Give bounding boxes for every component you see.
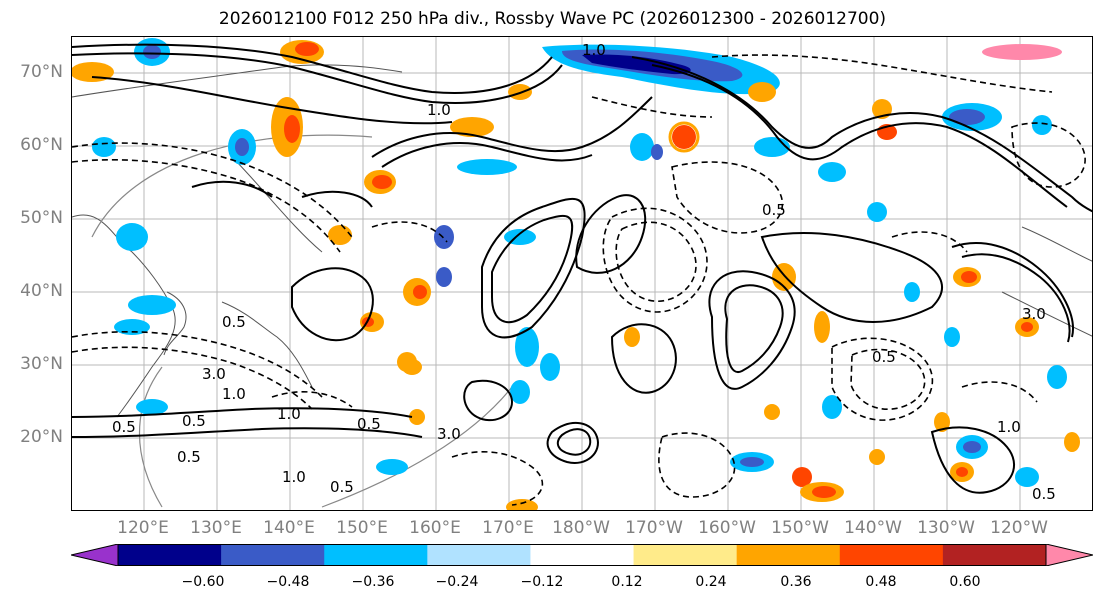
colorbar-segment	[942, 544, 1047, 566]
contour-label: 3.0	[202, 365, 226, 383]
colorbar-tick: −0.60	[181, 574, 225, 590]
map-title: 2026012100 F012 250 hPa div., Rossby Wav…	[218, 9, 887, 29]
negative-divergence-shading	[92, 38, 1067, 487]
contour-labels: 1.0 0.5 3.0 0.5 1.0 0.5 1.0 0.5 3.0 0.5 …	[112, 41, 1056, 503]
coastlines	[72, 64, 1092, 418]
contour-label: 1.0	[282, 468, 306, 486]
lon-label-170e: 170°E	[482, 518, 534, 538]
colorbar-tick: 0.60	[949, 574, 981, 590]
lon-label-120e: 120°E	[117, 518, 169, 538]
lon-label-130e: 130°E	[190, 518, 242, 538]
contour-label: 1.0	[222, 385, 246, 403]
contour-label: 0.5	[182, 412, 206, 430]
map-plot-area[interactable]: 1.0 0.5 3.0 0.5 1.0 0.5 1.0 0.5 3.0 0.5 …	[71, 36, 1093, 511]
contour-label: 0.5	[762, 201, 786, 219]
lat-label-30n: 30°N	[20, 354, 63, 374]
colorbar-segment	[736, 544, 841, 566]
colorbar-segment	[221, 544, 325, 566]
contour-label: 1.0	[427, 101, 451, 119]
colorbar-extension-low	[71, 544, 119, 566]
contour-label: 0.5	[357, 415, 381, 433]
colorbar-tick: −0.48	[266, 574, 310, 590]
colorbar-tick: −0.24	[435, 574, 479, 590]
lon-label-140e: 140°E	[263, 518, 315, 538]
colorbar-tick: −0.12	[520, 574, 564, 590]
lon-label-120w: 120°W	[990, 518, 1048, 538]
contour-label: 0.5	[112, 418, 136, 436]
map-gridlines	[72, 37, 1092, 510]
contour-label: 0.5	[222, 313, 246, 331]
contour-label: 3.0	[437, 425, 461, 443]
lon-label-160e: 160°E	[409, 518, 461, 538]
colorbar-tick: 0.48	[865, 574, 897, 590]
map-canvas: 1.0 0.5 3.0 0.5 1.0 0.5 1.0 0.5 3.0 0.5 …	[72, 37, 1092, 510]
colorbar-segment	[839, 544, 944, 566]
contour-label: 1.0	[997, 418, 1021, 436]
contour-label: 0.5	[1032, 485, 1056, 503]
lon-label-160w: 160°W	[698, 518, 756, 538]
lon-label-180w: 180°W	[552, 518, 610, 538]
colorbar-tick: −0.36	[351, 574, 395, 590]
colorbar-tick: 0.36	[780, 574, 812, 590]
dashed-contours	[72, 54, 1086, 506]
lat-label-70n: 70°N	[20, 62, 63, 82]
lon-label-150w: 150°W	[771, 518, 829, 538]
colorbar-segment	[530, 544, 635, 566]
colorbar-segment	[324, 544, 428, 566]
contour-label: 1.0	[582, 41, 606, 59]
colorbar-frame	[117, 544, 1047, 566]
colorbar-tick: 0.12	[611, 574, 643, 590]
positive-divergence-shading	[72, 40, 1080, 510]
lon-label-140w: 140°W	[844, 518, 902, 538]
colorbar-segment	[118, 544, 222, 566]
contour-label: 1.0	[277, 405, 301, 423]
lon-label-130w: 130°W	[917, 518, 975, 538]
contour-label: 0.5	[872, 348, 896, 366]
solid-contours	[72, 43, 1092, 494]
lat-label-20n: 20°N	[20, 427, 63, 447]
lat-label-40n: 40°N	[20, 281, 63, 301]
contour-label: 0.5	[330, 478, 354, 496]
contour-label: 0.5	[177, 448, 201, 466]
lat-label-50n: 50°N	[20, 208, 63, 228]
colorbar-segment	[427, 544, 531, 566]
lat-label-60n: 60°N	[20, 135, 63, 155]
lon-label-150e: 150°E	[336, 518, 388, 538]
colorbar-segment	[633, 544, 738, 566]
contour-label: 3.0	[1022, 305, 1046, 323]
lon-label-170w: 170°W	[625, 518, 683, 538]
colorbar-extension-high	[1045, 544, 1093, 566]
colorbar-tick: 0.24	[695, 574, 727, 590]
colorbar	[71, 544, 1093, 566]
